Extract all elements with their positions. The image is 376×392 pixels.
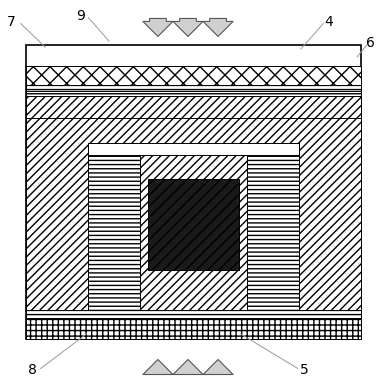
Bar xyxy=(26,96,361,118)
Text: 4: 4 xyxy=(324,15,334,29)
Bar xyxy=(26,118,361,310)
Bar xyxy=(26,45,361,339)
Text: 5: 5 xyxy=(300,363,309,377)
Bar xyxy=(26,91,361,96)
Text: 6: 6 xyxy=(366,36,375,50)
Text: 8: 8 xyxy=(27,363,36,377)
Bar xyxy=(26,85,361,91)
Bar xyxy=(26,318,361,339)
Bar xyxy=(88,143,299,310)
Bar xyxy=(140,155,247,310)
Bar xyxy=(88,143,299,155)
Bar xyxy=(26,66,361,85)
Text: 9: 9 xyxy=(76,9,85,23)
Bar xyxy=(26,310,361,318)
Text: 7: 7 xyxy=(7,15,16,29)
Bar xyxy=(149,179,239,270)
